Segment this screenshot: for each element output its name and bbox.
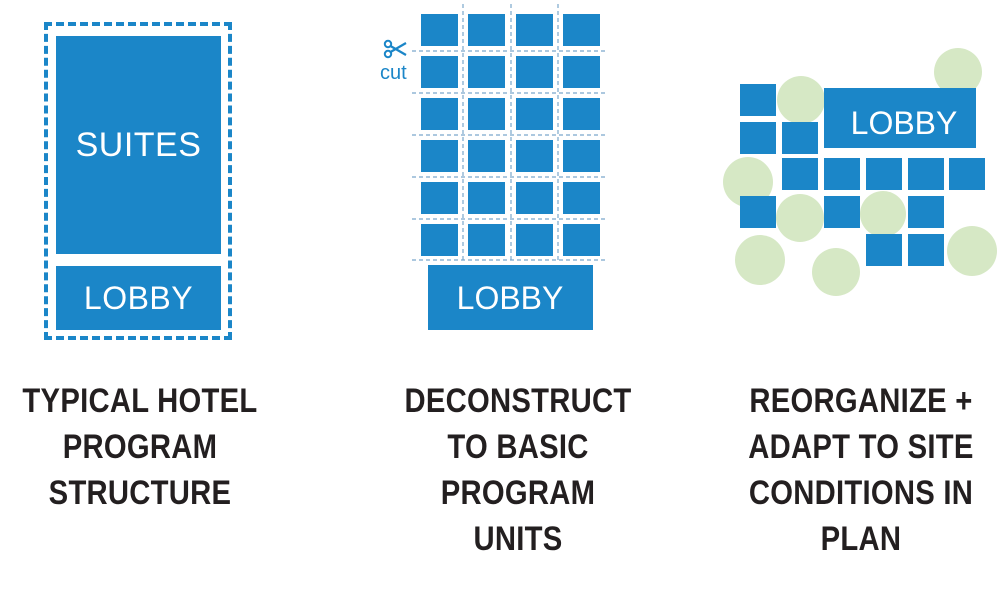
- suite-unit: [563, 98, 600, 130]
- suite-unit: [563, 56, 600, 88]
- suite-units-grid: [421, 14, 600, 256]
- caption-line: TO BASIC: [447, 428, 589, 466]
- reorganized-units: [740, 84, 985, 266]
- suites-label: SUITES: [75, 125, 202, 164]
- suite-unit: [563, 140, 600, 172]
- caption-line: DECONSTRUCT: [404, 382, 632, 420]
- suite-unit: [563, 224, 600, 256]
- caption-line: UNITS: [473, 520, 563, 558]
- suite-unit: [468, 140, 505, 172]
- suite-unit: [740, 122, 776, 154]
- suites-block: SUITES: [56, 36, 221, 254]
- suite-unit: [421, 98, 458, 130]
- suite-unit: [468, 56, 505, 88]
- dashed-boundary: [44, 22, 232, 340]
- suite-unit: [468, 224, 505, 256]
- suite-unit: [908, 196, 944, 228]
- suite-unit: [516, 182, 553, 214]
- suite-unit: [908, 158, 944, 190]
- caption-typical-structure: TYPICAL HOTEL PROGRAM STRUCTURE: [20, 378, 261, 516]
- suite-unit: [866, 158, 902, 190]
- caption-deconstruct: DECONSTRUCT TO BASIC PROGRAM UNITS: [398, 378, 639, 562]
- suite-unit: [468, 98, 505, 130]
- cut-lines: [412, 4, 608, 262]
- cut-label: cut: [380, 62, 407, 84]
- suite-unit: [421, 56, 458, 88]
- tree: [860, 191, 906, 237]
- tree: [947, 226, 997, 276]
- caption-line: ADAPT TO SITE: [748, 428, 974, 466]
- caption-line: REORGANIZE +: [749, 382, 973, 420]
- suite-unit: [421, 14, 458, 46]
- scissors-icon: [383, 39, 407, 59]
- lobby-block: LOBBY: [56, 266, 221, 330]
- suite-unit: [563, 14, 600, 46]
- caption-line: STRUCTURE: [48, 474, 232, 512]
- suite-unit: [866, 234, 902, 266]
- suite-unit: [421, 224, 458, 256]
- suite-unit: [782, 158, 818, 190]
- suite-unit: [949, 158, 985, 190]
- suite-unit: [908, 234, 944, 266]
- caption-line: PROGRAM: [62, 428, 218, 466]
- suite-unit: [516, 224, 553, 256]
- lobby-label: LOBBY: [851, 105, 958, 141]
- suite-unit: [421, 182, 458, 214]
- tree: [723, 157, 773, 207]
- lobby-label: LOBBY: [83, 279, 194, 316]
- tree: [934, 48, 982, 96]
- suite-unit: [468, 182, 505, 214]
- tree: [812, 248, 860, 296]
- suite-unit: [421, 140, 458, 172]
- suite-unit: [563, 182, 600, 214]
- suite-unit: [516, 98, 553, 130]
- caption-line: TYPICAL HOTEL: [22, 382, 258, 420]
- suite-unit: [516, 56, 553, 88]
- suite-unit: [824, 196, 860, 228]
- tree: [735, 235, 785, 285]
- tree: [777, 76, 825, 124]
- tree: [776, 194, 824, 242]
- suite-unit: [516, 140, 553, 172]
- lobby-block: [824, 88, 976, 148]
- suite-unit: [468, 14, 505, 46]
- caption-line: PROGRAM: [440, 474, 596, 512]
- caption-reorganize: REORGANIZE + ADAPT TO SITE CONDITIONS IN…: [736, 378, 985, 562]
- suite-unit: [782, 122, 818, 154]
- site-trees: [723, 48, 997, 296]
- suite-unit: [516, 14, 553, 46]
- suite-unit: [740, 196, 776, 228]
- lobby-block: [428, 265, 593, 330]
- caption-line: PLAN: [820, 520, 902, 558]
- suite-unit: [824, 158, 860, 190]
- lobby-label: LOBBY: [457, 280, 564, 316]
- caption-line: CONDITIONS IN: [748, 474, 974, 512]
- suite-unit: [740, 84, 776, 116]
